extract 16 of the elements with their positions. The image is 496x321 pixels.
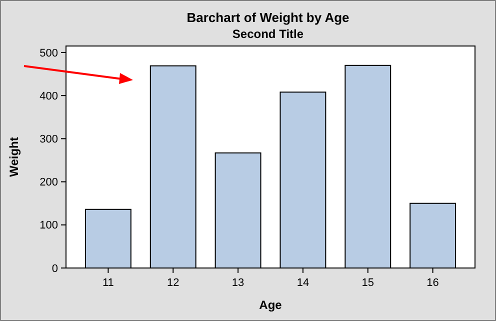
y-tick-label: 400 <box>40 90 58 102</box>
x-tick-label: 15 <box>362 277 374 289</box>
y-tick-label: 500 <box>40 47 58 60</box>
y-tick-label: 300 <box>40 134 58 146</box>
chart-subtitle: Second Title <box>232 27 304 41</box>
x-tick-label: 12 <box>166 277 180 289</box>
x-axis-title: Age <box>259 298 282 312</box>
chart-title: Barchart of Weight by Age <box>186 10 350 25</box>
x-tick-label: 14 <box>296 277 310 289</box>
y-tick-label: 100 <box>40 220 58 232</box>
y-axis-title: Weight <box>7 137 21 177</box>
y-tick-label: 200 <box>40 176 58 189</box>
x-tick-label: 16 <box>426 277 439 289</box>
x-tick-label: 13 <box>232 277 244 289</box>
y-tick-label: 0 <box>52 262 58 275</box>
x-tick-label: 11 <box>102 277 114 289</box>
